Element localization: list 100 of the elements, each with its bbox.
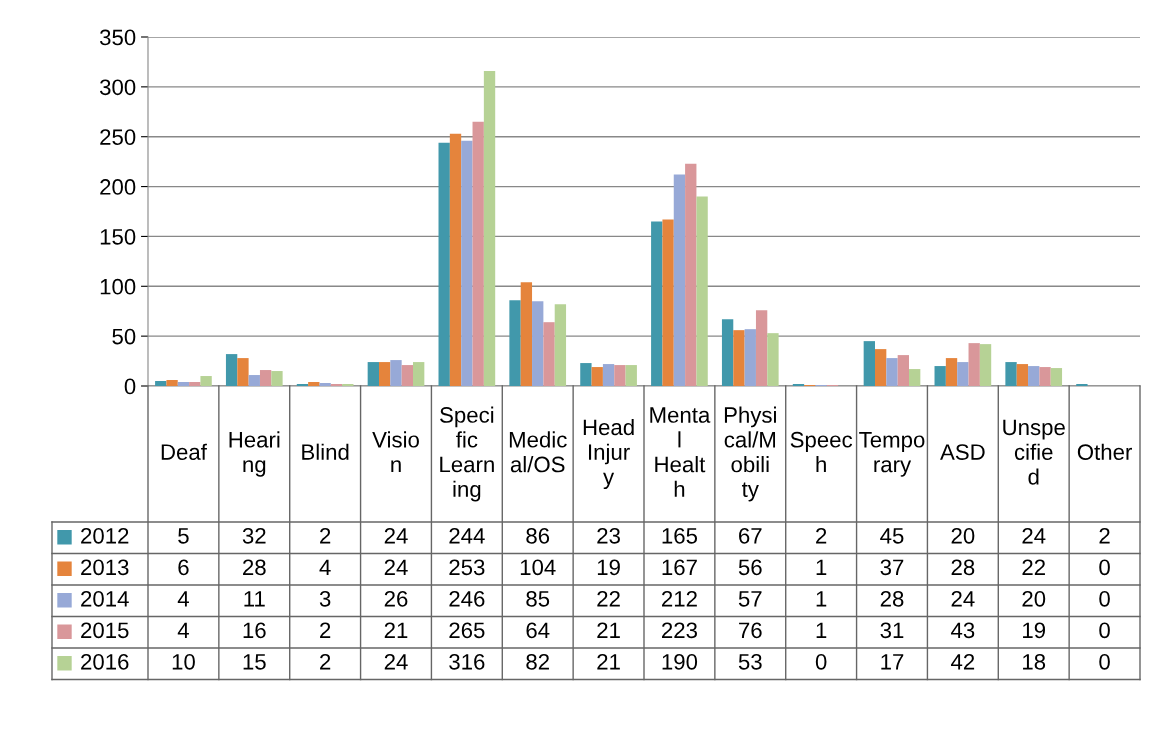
x-tick-label: Mental Health [650, 407, 711, 497]
bar [685, 163, 697, 386]
bar [532, 301, 544, 386]
legend-label: 2014 [81, 590, 129, 607]
data-label: 4 [319, 559, 331, 575]
bar [177, 382, 190, 386]
data-label: 37 [880, 559, 904, 576]
x-tick-label: Specific Learning [440, 406, 494, 502]
bar [319, 383, 331, 386]
bar [259, 370, 272, 386]
bar [909, 369, 921, 386]
bar [755, 310, 768, 386]
data-label: 265 [449, 622, 485, 639]
x-tick-label: Speech [790, 431, 853, 473]
x-tick-label: Unspecified [1003, 419, 1065, 485]
data-label: 16 [243, 622, 266, 639]
data-label: 31 [880, 622, 904, 639]
bar [543, 322, 555, 386]
bar [968, 343, 980, 386]
x-tick-label: Hearing [229, 431, 280, 477]
x-tick-label: ASD [940, 444, 985, 460]
bar [591, 367, 603, 386]
legend-label: 2015 [81, 622, 129, 639]
data-label: 24 [951, 590, 975, 607]
data-label: 2 [320, 527, 331, 544]
data-label: 167 [662, 559, 697, 576]
bar [449, 133, 462, 386]
data-label: 20 [1022, 590, 1046, 607]
y-tick-label: 350 [99, 29, 136, 46]
bar [979, 344, 992, 386]
bar [625, 365, 637, 386]
y-tick-label: 100 [100, 278, 136, 295]
x-tick-label: Medical/OS [509, 431, 567, 473]
bar [155, 381, 167, 386]
data-label: 26 [384, 590, 408, 607]
data-label: 22 [597, 590, 620, 607]
data-label: 24 [1022, 527, 1046, 544]
bar [378, 362, 391, 386]
bar [662, 219, 674, 386]
data-label: 32 [242, 527, 266, 544]
bar [509, 300, 521, 386]
bar [874, 349, 887, 386]
legend-label: 2016 [81, 653, 129, 670]
data-label: 23 [597, 527, 620, 544]
y-tick-label: 50 [112, 328, 136, 345]
data-label: 0 [815, 653, 827, 670]
data-label: 19 [597, 559, 620, 576]
data-label: 53 [738, 653, 762, 670]
bar [897, 355, 910, 386]
data-label: 24 [384, 559, 408, 575]
bar [413, 362, 425, 386]
data-label: 22 [1022, 559, 1045, 575]
bar [1016, 364, 1029, 386]
bar [767, 333, 779, 386]
bar [696, 196, 708, 386]
bar [237, 358, 249, 386]
data-label: 1 [816, 591, 827, 607]
data-label: 244 [449, 527, 485, 544]
data-label: 21 [384, 622, 408, 638]
data-label: 85 [526, 590, 550, 607]
bar [934, 366, 946, 386]
y-tick-label: 250 [100, 129, 136, 145]
bar [308, 382, 320, 386]
data-label: 4 [177, 591, 189, 607]
data-label: 165 [662, 527, 698, 544]
bar [744, 329, 756, 386]
bar [673, 174, 686, 386]
bar [733, 330, 745, 386]
data-label: 10 [172, 653, 195, 670]
data-label: 0 [1099, 559, 1110, 576]
data-label: 28 [951, 559, 975, 576]
bar [271, 371, 283, 386]
bar [554, 304, 567, 386]
bar [166, 380, 178, 386]
bar [483, 70, 496, 386]
bar [390, 360, 402, 386]
bar [200, 376, 212, 386]
bar [225, 354, 238, 386]
data-label: 4 [177, 622, 189, 638]
data-label: 24 [384, 653, 408, 670]
bar [248, 375, 260, 386]
data-label: 43 [951, 622, 975, 639]
y-tick-label: 300 [99, 79, 136, 96]
bar [189, 382, 201, 386]
legend-label: 2013 [81, 559, 129, 576]
data-label: 24 [384, 527, 408, 544]
data-label: 104 [520, 559, 556, 576]
y-tick-label: 150 [100, 228, 136, 245]
data-label: 28 [880, 590, 904, 607]
data-label: 0 [1099, 622, 1110, 639]
data-label: 246 [449, 590, 485, 607]
data-label: 2 [816, 527, 827, 544]
data-label: 253 [449, 559, 485, 576]
x-tick-label: Blind [302, 443, 349, 460]
x-tick-label: Other [1077, 443, 1132, 460]
data-label: 2 [1099, 527, 1110, 544]
bar [957, 362, 969, 386]
x-tick-label: Temporary [859, 432, 925, 477]
data-label: 86 [526, 527, 550, 544]
bar [1039, 367, 1051, 386]
